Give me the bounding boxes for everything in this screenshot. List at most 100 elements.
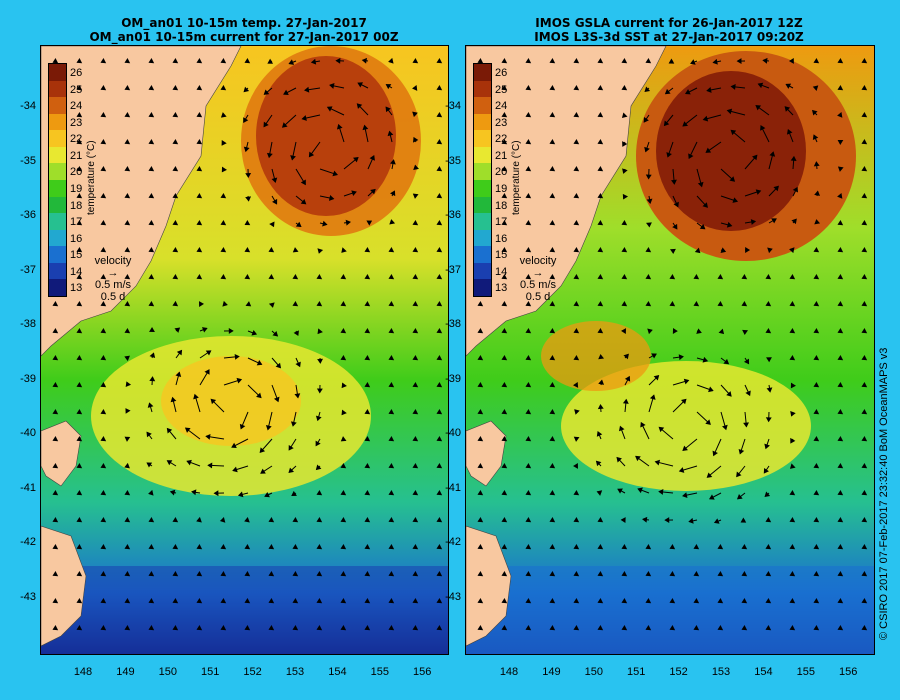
- current-arrow-head: [76, 57, 83, 64]
- current-arrow-head: [658, 489, 664, 495]
- current-arrow-head: [388, 570, 395, 577]
- current-arrow-head: [618, 425, 625, 432]
- current-arrow-head: [351, 190, 357, 197]
- current-arrow-head: [335, 57, 341, 64]
- colorbar-tick-label: 15: [70, 249, 83, 262]
- current-arrow-head: [785, 83, 792, 89]
- current-arrow-head: [174, 327, 181, 333]
- current-arrow-head: [501, 381, 508, 388]
- current-arrow-head: [220, 543, 227, 550]
- colorbar-swatch: [474, 213, 491, 230]
- current-arrow-head: [52, 408, 59, 415]
- tasmania-coast: [41, 525, 87, 647]
- current-arrow-head: [622, 193, 629, 200]
- current-arrow-head: [671, 179, 677, 185]
- current-arrow-head: [436, 165, 443, 172]
- current-arrow-head: [688, 153, 694, 160]
- current-arrow-head: [244, 246, 251, 253]
- current-arrow-head: [573, 516, 580, 523]
- current-arrow-head: [412, 84, 418, 91]
- colorbar-swatch: [474, 163, 491, 180]
- current-arrow-head: [501, 354, 508, 361]
- current-arrow-head: [501, 111, 508, 118]
- current-arrow-head: [861, 543, 868, 550]
- current-arrow-head: [755, 105, 762, 111]
- left-map-panel: [40, 45, 449, 655]
- current-arrow-head: [741, 300, 748, 307]
- current-arrow-head: [549, 543, 556, 550]
- current-arrow-head: [573, 381, 579, 388]
- current-arrow-head: [654, 459, 661, 466]
- temperature-colorbar-right: [473, 63, 492, 297]
- current-arrow-head: [268, 624, 275, 631]
- current-arrow-head: [837, 111, 843, 118]
- current-arrow-head: [52, 543, 59, 550]
- longitude-label: 156: [839, 666, 858, 678]
- current-arrow-head: [573, 300, 580, 307]
- current-arrow-head: [653, 374, 660, 381]
- southern-cool-water: [41, 566, 448, 654]
- current-arrow-head: [191, 489, 197, 496]
- current-arrow-head: [220, 246, 227, 253]
- current-arrow-head: [673, 201, 679, 208]
- current-arrow-head: [148, 246, 155, 253]
- current-arrow-head: [124, 570, 131, 577]
- current-arrow-head: [124, 111, 131, 118]
- current-arrow-head: [100, 165, 107, 172]
- current-arrow-head: [573, 246, 580, 253]
- current-arrow-head: [387, 130, 394, 137]
- ring-core: [161, 356, 301, 446]
- current-arrow-head: [622, 141, 628, 147]
- current-arrow-head: [750, 219, 757, 225]
- current-arrow-head: [196, 84, 203, 91]
- colorbar-swatch: [49, 229, 66, 247]
- current-arrow-head: [813, 161, 820, 167]
- right-map-panel: [465, 45, 875, 655]
- current-arrow-head: [124, 57, 131, 64]
- current-arrow-head: [693, 543, 700, 550]
- current-arrow-head: [436, 192, 443, 199]
- current-arrow-head: [705, 147, 712, 153]
- current-arrow-head: [186, 459, 192, 466]
- current-arrow-head: [221, 166, 227, 173]
- latitude-label: -37: [20, 263, 36, 276]
- current-arrow-head: [717, 624, 724, 631]
- current-arrow-head: [288, 59, 295, 65]
- current-arrow-head: [292, 597, 299, 604]
- current-arrow-head: [501, 165, 508, 172]
- current-arrow-head: [644, 86, 651, 93]
- colorbar-tick-label: 24: [495, 100, 508, 113]
- current-arrow-head: [76, 597, 83, 604]
- current-arrow-head: [791, 218, 797, 225]
- current-arrow-head: [669, 597, 676, 604]
- colorbar-swatch: [49, 80, 66, 98]
- colorbar-tick-label: 24: [70, 100, 83, 113]
- current-arrow-head: [317, 248, 324, 254]
- current-arrow-head: [52, 597, 59, 604]
- current-arrow-head: [436, 408, 443, 415]
- current-arrow-head: [388, 381, 395, 388]
- current-arrow-head: [621, 84, 628, 91]
- current-arrow-head: [597, 597, 604, 604]
- current-arrow-head: [766, 357, 772, 363]
- current-arrow-head: [688, 517, 694, 524]
- current-arrow-head: [100, 246, 107, 253]
- current-arrow-head: [76, 543, 83, 550]
- colorbar-swatch: [474, 64, 491, 81]
- current-arrow-head: [364, 570, 371, 577]
- current-arrow-head: [413, 164, 419, 171]
- colorbar-tick-label: 22: [70, 133, 83, 146]
- current-vectors: [477, 57, 868, 631]
- current-arrow-head: [682, 492, 688, 498]
- current-arrow-head: [124, 192, 131, 199]
- current-arrow-head: [789, 597, 796, 604]
- current-arrow-head: [861, 381, 868, 388]
- current-arrow-head: [364, 489, 371, 496]
- current-arrow-head: [436, 543, 443, 550]
- current-arrow-head: [172, 57, 179, 64]
- current-arrow-head: [813, 354, 820, 361]
- velocity-legend-duration: 0.5 d: [100, 291, 126, 303]
- current-arrow-head: [658, 426, 665, 433]
- current-arrow-head: [315, 464, 322, 471]
- current-arrow-head: [295, 221, 302, 228]
